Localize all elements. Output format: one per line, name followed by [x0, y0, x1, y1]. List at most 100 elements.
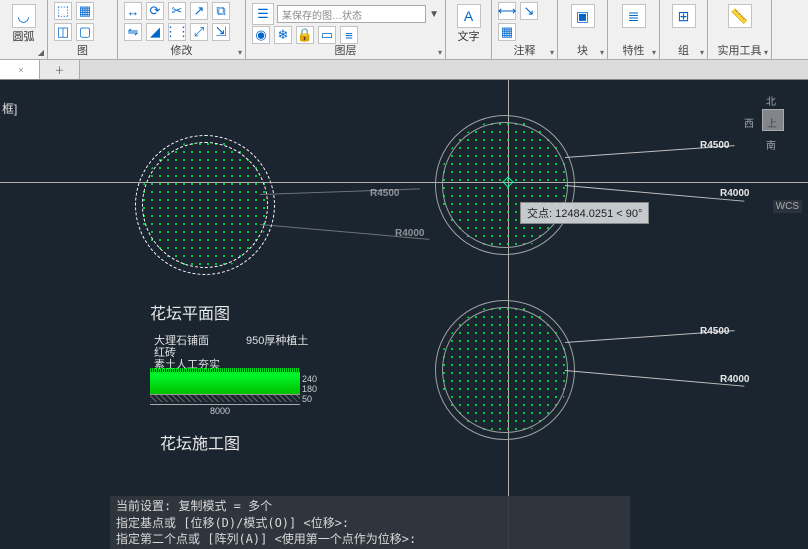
ribbon: ◡ 圆弧 ◢ ⬚ ▦ ◫ ▢ 图 ↔ ⟳ ✂ ↗ ⧉ ⇋ ◢ ⋮⋮ ⤢ ⇲ 修改 [0, 0, 808, 60]
ghost-dim-r4500: R4500 [370, 188, 399, 199]
ribbon-draw-group: ◡ 圆弧 ◢ [0, 0, 48, 59]
ghost-dim-r4000: R4000 [395, 228, 424, 239]
block-group-label: 块 [564, 44, 601, 57]
copy2-dimline-4000 [565, 370, 744, 387]
ribbon-block-group: ▣ 块 ▾ [558, 0, 608, 59]
text-label: 文字 [458, 28, 480, 44]
caption-construct: 花坛施工图 [160, 430, 240, 454]
doc-tab-1[interactable]: × [0, 60, 40, 79]
dim-50: 50 [302, 394, 312, 404]
copy1-dimline-4000 [565, 185, 744, 202]
ribbon-text-group: A 文字 [446, 0, 492, 59]
ribbon-aux-group: ⬚ ▦ ◫ ▢ 图 [48, 0, 118, 59]
drawing-canvas[interactable]: 框] R4500 R4000 花坛平面图 R4500 R4000 交点: 124… [0, 80, 808, 549]
arc-button[interactable]: ◡ 圆弧 [6, 2, 41, 46]
ribbon-layer-group: ☰ 某保存的图…状态 ▼ ◉ ❄ 🔒 ▭ ≡ 图层 ▾ [246, 0, 446, 59]
props-group-label: 特性 [614, 44, 653, 57]
props-icon: ≣ [622, 4, 646, 28]
dim-8000: 8000 [210, 406, 230, 416]
text-icon: A [457, 4, 481, 28]
ribbon-group-group: ⊞ 组 ▾ [660, 0, 708, 59]
copy1-inner[interactable] [442, 122, 568, 248]
props-expand-icon[interactable]: ▾ [652, 48, 656, 57]
arc-label: 圆弧 [13, 28, 35, 44]
doc-tab-new[interactable]: ＋ [40, 60, 80, 79]
arc-icon: ◡ [12, 4, 36, 28]
caption-plan: 花坛平面图 [150, 300, 230, 324]
command-line[interactable]: 当前设置: 复制模式 = 多个 指定基点或 [位移(D)/模式(O)] <位移>… [110, 496, 630, 549]
table-icon[interactable]: ▦ [498, 23, 516, 41]
layer-group-label: 图层 [252, 44, 439, 57]
region-icon[interactable]: ▢ [76, 23, 94, 41]
vc-top[interactable]: 上 [767, 115, 777, 130]
group-icon: ⊞ [672, 4, 696, 28]
leader-icon[interactable]: ↘ [520, 2, 538, 20]
tools-group-label: 实用工具 [714, 44, 765, 57]
copy1-dim-r4500: R4500 [700, 140, 729, 151]
cmd-line-3: 指定第二个点或 [阵列(A)] <使用第一个点作为位移>: [116, 531, 624, 547]
group-button[interactable]: ⊞ [666, 2, 701, 30]
block-expand-icon[interactable]: ▾ [600, 48, 604, 57]
scale-icon[interactable]: ⤢ [190, 23, 208, 41]
rect-select-icon[interactable]: ⬚ [54, 2, 72, 20]
wcs-label[interactable]: WCS [773, 200, 802, 213]
annotation-expand-icon[interactable]: ▾ [550, 48, 554, 57]
modify-expand-icon[interactable]: ▾ [238, 48, 242, 57]
tools-expand-icon[interactable]: ▾ [764, 48, 768, 57]
fillet-icon[interactable]: ◢ [146, 23, 164, 41]
copy-icon[interactable]: ⧉ [212, 2, 230, 20]
props-button[interactable]: ≣ [614, 2, 653, 30]
tools-button[interactable]: 📏 [714, 2, 765, 30]
viewcube[interactable]: 北 南 西 上 [744, 95, 800, 151]
ground-hatch [150, 394, 300, 402]
osnap-tooltip: 交点: 12484.0251 < 90° [520, 202, 649, 224]
vc-west[interactable]: 西 [744, 115, 754, 130]
mirror-icon[interactable]: ⇋ [124, 23, 142, 41]
annotation-group-label: 注释 [498, 44, 551, 57]
dim-linear-icon[interactable]: ⟷ [498, 2, 516, 20]
tools-icon: 📏 [728, 4, 752, 28]
hatch-icon[interactable]: ▦ [76, 2, 94, 20]
dim-180: 180 [302, 384, 317, 394]
cmd-line-1: 当前设置: 复制模式 = 多个 [116, 498, 624, 514]
plan-inner-sel[interactable] [142, 142, 268, 268]
copy2-inner[interactable] [442, 307, 568, 433]
copy2-dim-r4500: R4500 [700, 326, 729, 337]
layer-freeze-icon[interactable]: ❄ [274, 26, 292, 44]
group-expand-icon[interactable]: ▾ [700, 48, 704, 57]
tab-close-icon[interactable]: × [18, 65, 23, 75]
plus-icon: ＋ [55, 62, 65, 77]
vc-south[interactable]: 南 [766, 137, 776, 152]
crosshair-horizontal [0, 182, 808, 183]
bracket-label: 框] [2, 100, 17, 117]
draw-group-label: 图 [54, 44, 111, 57]
grass-hatch [150, 372, 300, 394]
document-tabs: × ＋ [0, 60, 808, 80]
layer-props-icon[interactable]: ☰ [252, 3, 274, 25]
boundary-icon[interactable]: ◫ [54, 23, 72, 41]
extend-icon[interactable]: ↗ [190, 2, 208, 20]
rotate-icon[interactable]: ⟳ [146, 2, 164, 20]
ribbon-tools-group: 📏 实用工具 ▾ [708, 0, 772, 59]
block-icon: ▣ [571, 4, 595, 28]
text-button[interactable]: A 文字 [452, 2, 485, 46]
expand-icon[interactable]: ◢ [38, 48, 44, 57]
dim-240: 240 [302, 374, 317, 384]
layer-lock-icon[interactable]: 🔒 [296, 26, 314, 44]
vc-north[interactable]: 北 [766, 93, 776, 108]
layer-color-icon[interactable]: ▭ [318, 26, 336, 44]
layer-match-icon[interactable]: ≡ [340, 26, 358, 44]
cmd-line-2: 指定基点或 [位移(D)/模式(O)] <位移>: [116, 515, 624, 531]
move-icon[interactable]: ↔ [124, 2, 142, 20]
layer-off-icon[interactable]: ◉ [252, 26, 270, 44]
layer-expand-icon[interactable]: ▾ [438, 48, 442, 57]
stretch-icon[interactable]: ⇲ [212, 23, 230, 41]
array-icon[interactable]: ⋮⋮ [168, 23, 186, 41]
dropdown-caret-icon[interactable]: ▼ [429, 9, 439, 20]
dim-baseline [150, 404, 300, 405]
trim-icon[interactable]: ✂ [168, 2, 186, 20]
layer-dropdown[interactable]: 某保存的图…状态 [277, 5, 426, 23]
copy1-dim-r4000: R4000 [720, 188, 749, 199]
block-button[interactable]: ▣ [564, 2, 601, 30]
modify-group-label: 修改 [124, 44, 239, 57]
